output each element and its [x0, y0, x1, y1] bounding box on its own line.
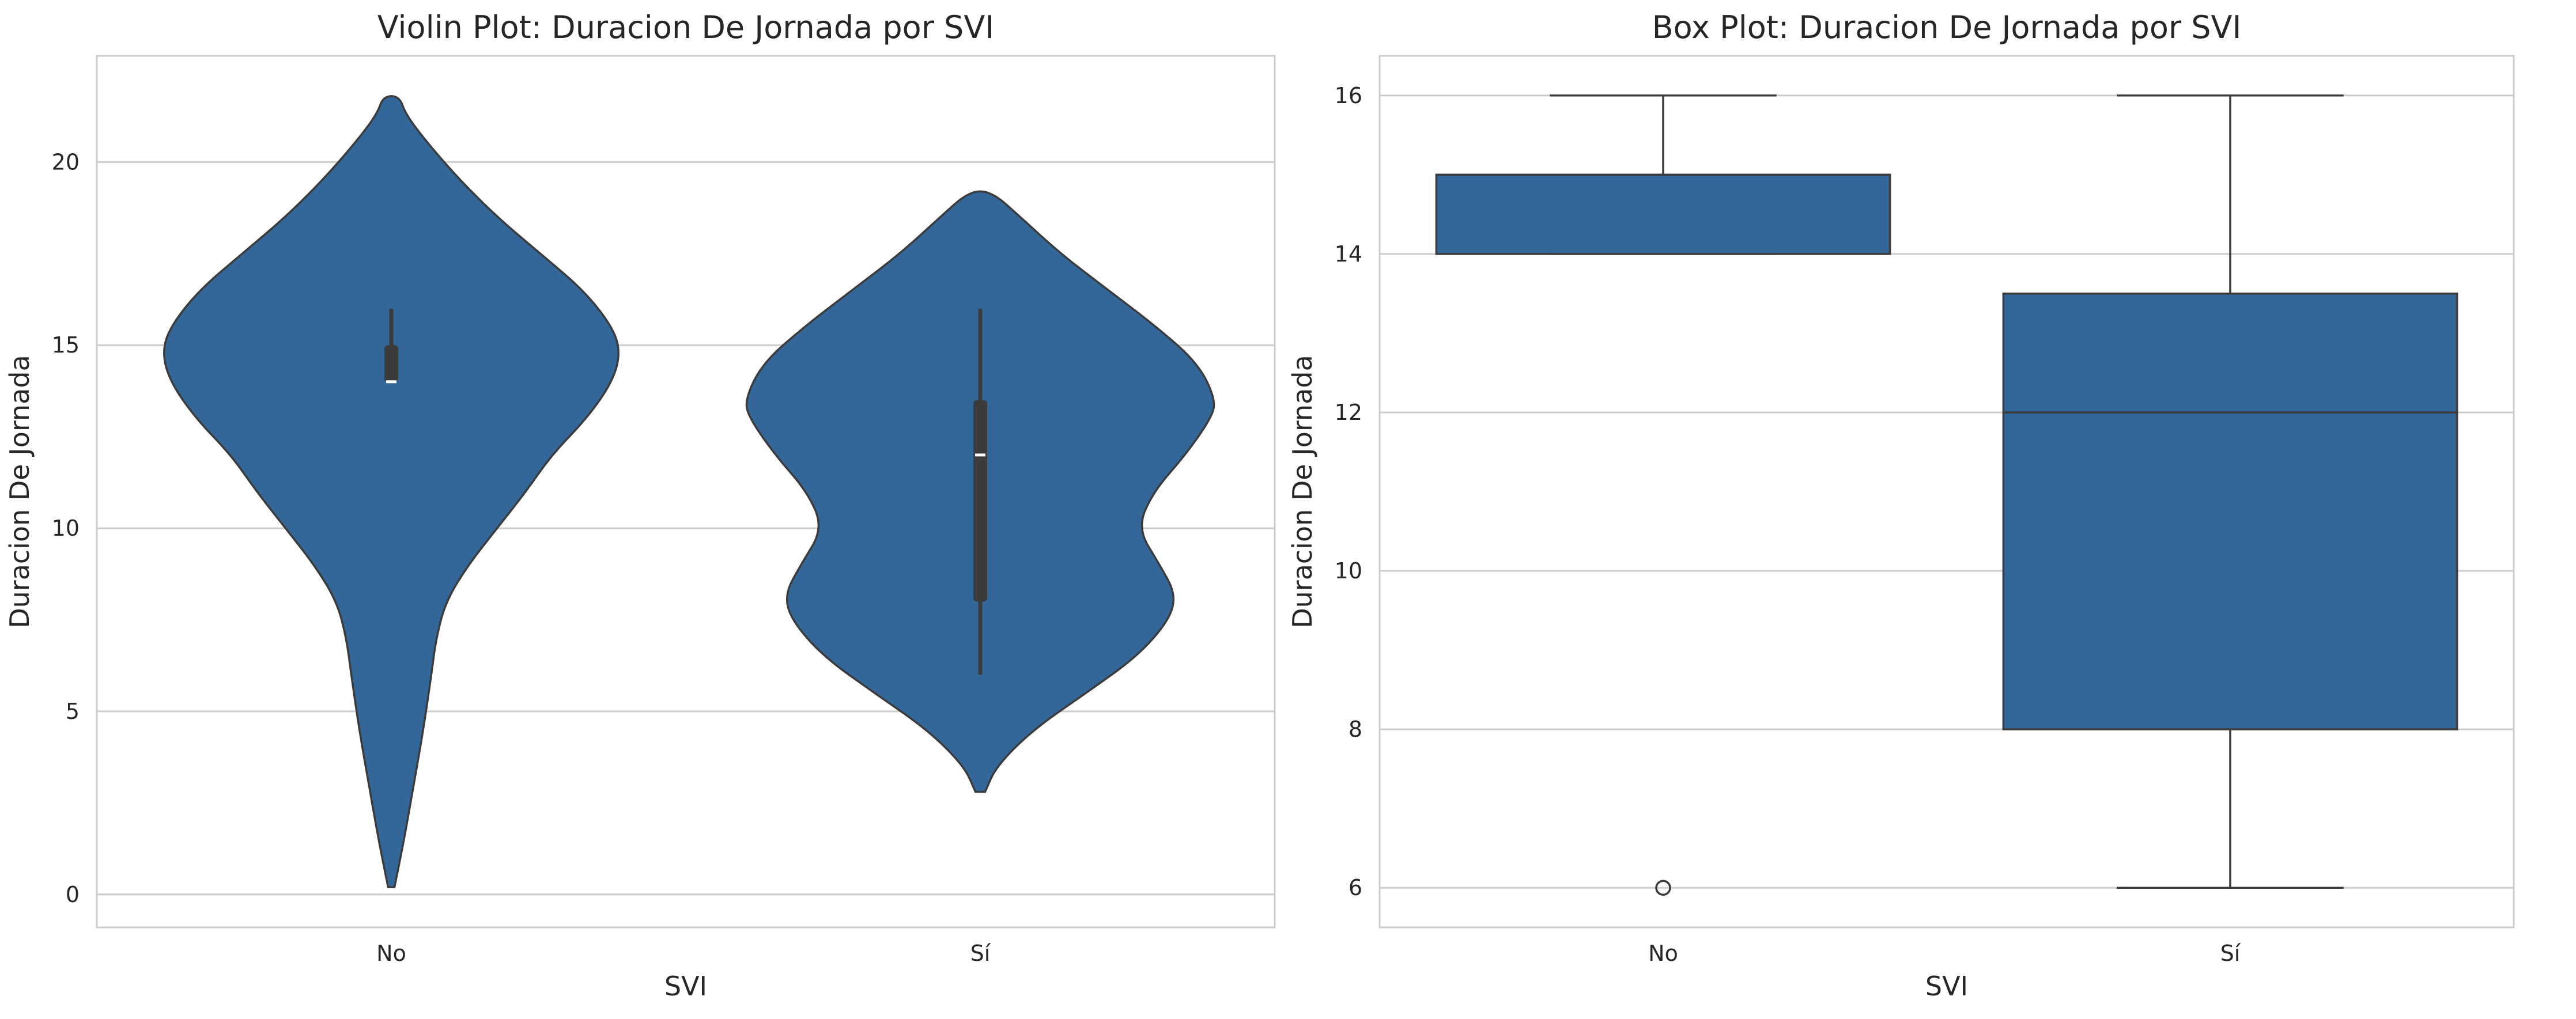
y-tick-label: 16: [1335, 83, 1362, 108]
y-tick-label: 10: [1335, 558, 1362, 584]
box-panel: 6 8 10 12 14 16 No Sí Box Plot: Duracion De Jorn…: [1287, 9, 2515, 1002]
chart-title: Violin Plot: Duracion De Jornada por SVI: [377, 9, 994, 46]
x-tick-label: No: [376, 941, 406, 966]
y-tick-label: 0: [66, 882, 80, 907]
plot-frame: [1378, 55, 2515, 929]
violin-iqr-box: [973, 400, 987, 602]
violin-iqr-box: [384, 345, 398, 382]
chart-title: Box Plot: Duracion De Jornada por SVI: [1652, 9, 2242, 46]
y-axis-label: Duracion De Jornada: [1287, 355, 1318, 628]
violin-panel: 0 5 10 15 20 No Sí Violin Plot: Duracion De Jor…: [4, 9, 1276, 1002]
y-tick-label: 10: [52, 516, 80, 541]
x-tick-label: Sí: [970, 941, 991, 966]
violin-body: [163, 95, 620, 888]
y-axis-label: Duracion De Jornada: [4, 355, 35, 628]
plot-frame: [96, 55, 1276, 929]
y-tick-label: 14: [1335, 241, 1362, 267]
outlier-point: [1655, 880, 1671, 896]
y-tick-label: 12: [1335, 400, 1362, 425]
y-tick-label: 5: [66, 699, 80, 724]
y-tick-label: 6: [1349, 875, 1362, 900]
y-tick-label: 8: [1349, 717, 1362, 742]
iqr-box: [2002, 292, 2458, 730]
x-tick-label: No: [1648, 941, 1678, 966]
iqr-box: [1435, 173, 1891, 255]
y-tick-label: 20: [52, 149, 80, 175]
x-axis-label: SVI: [664, 971, 707, 1002]
x-axis-label: SVI: [1925, 971, 1968, 1002]
y-tick-label: 15: [52, 332, 80, 358]
x-tick-label: Sí: [2220, 941, 2241, 966]
